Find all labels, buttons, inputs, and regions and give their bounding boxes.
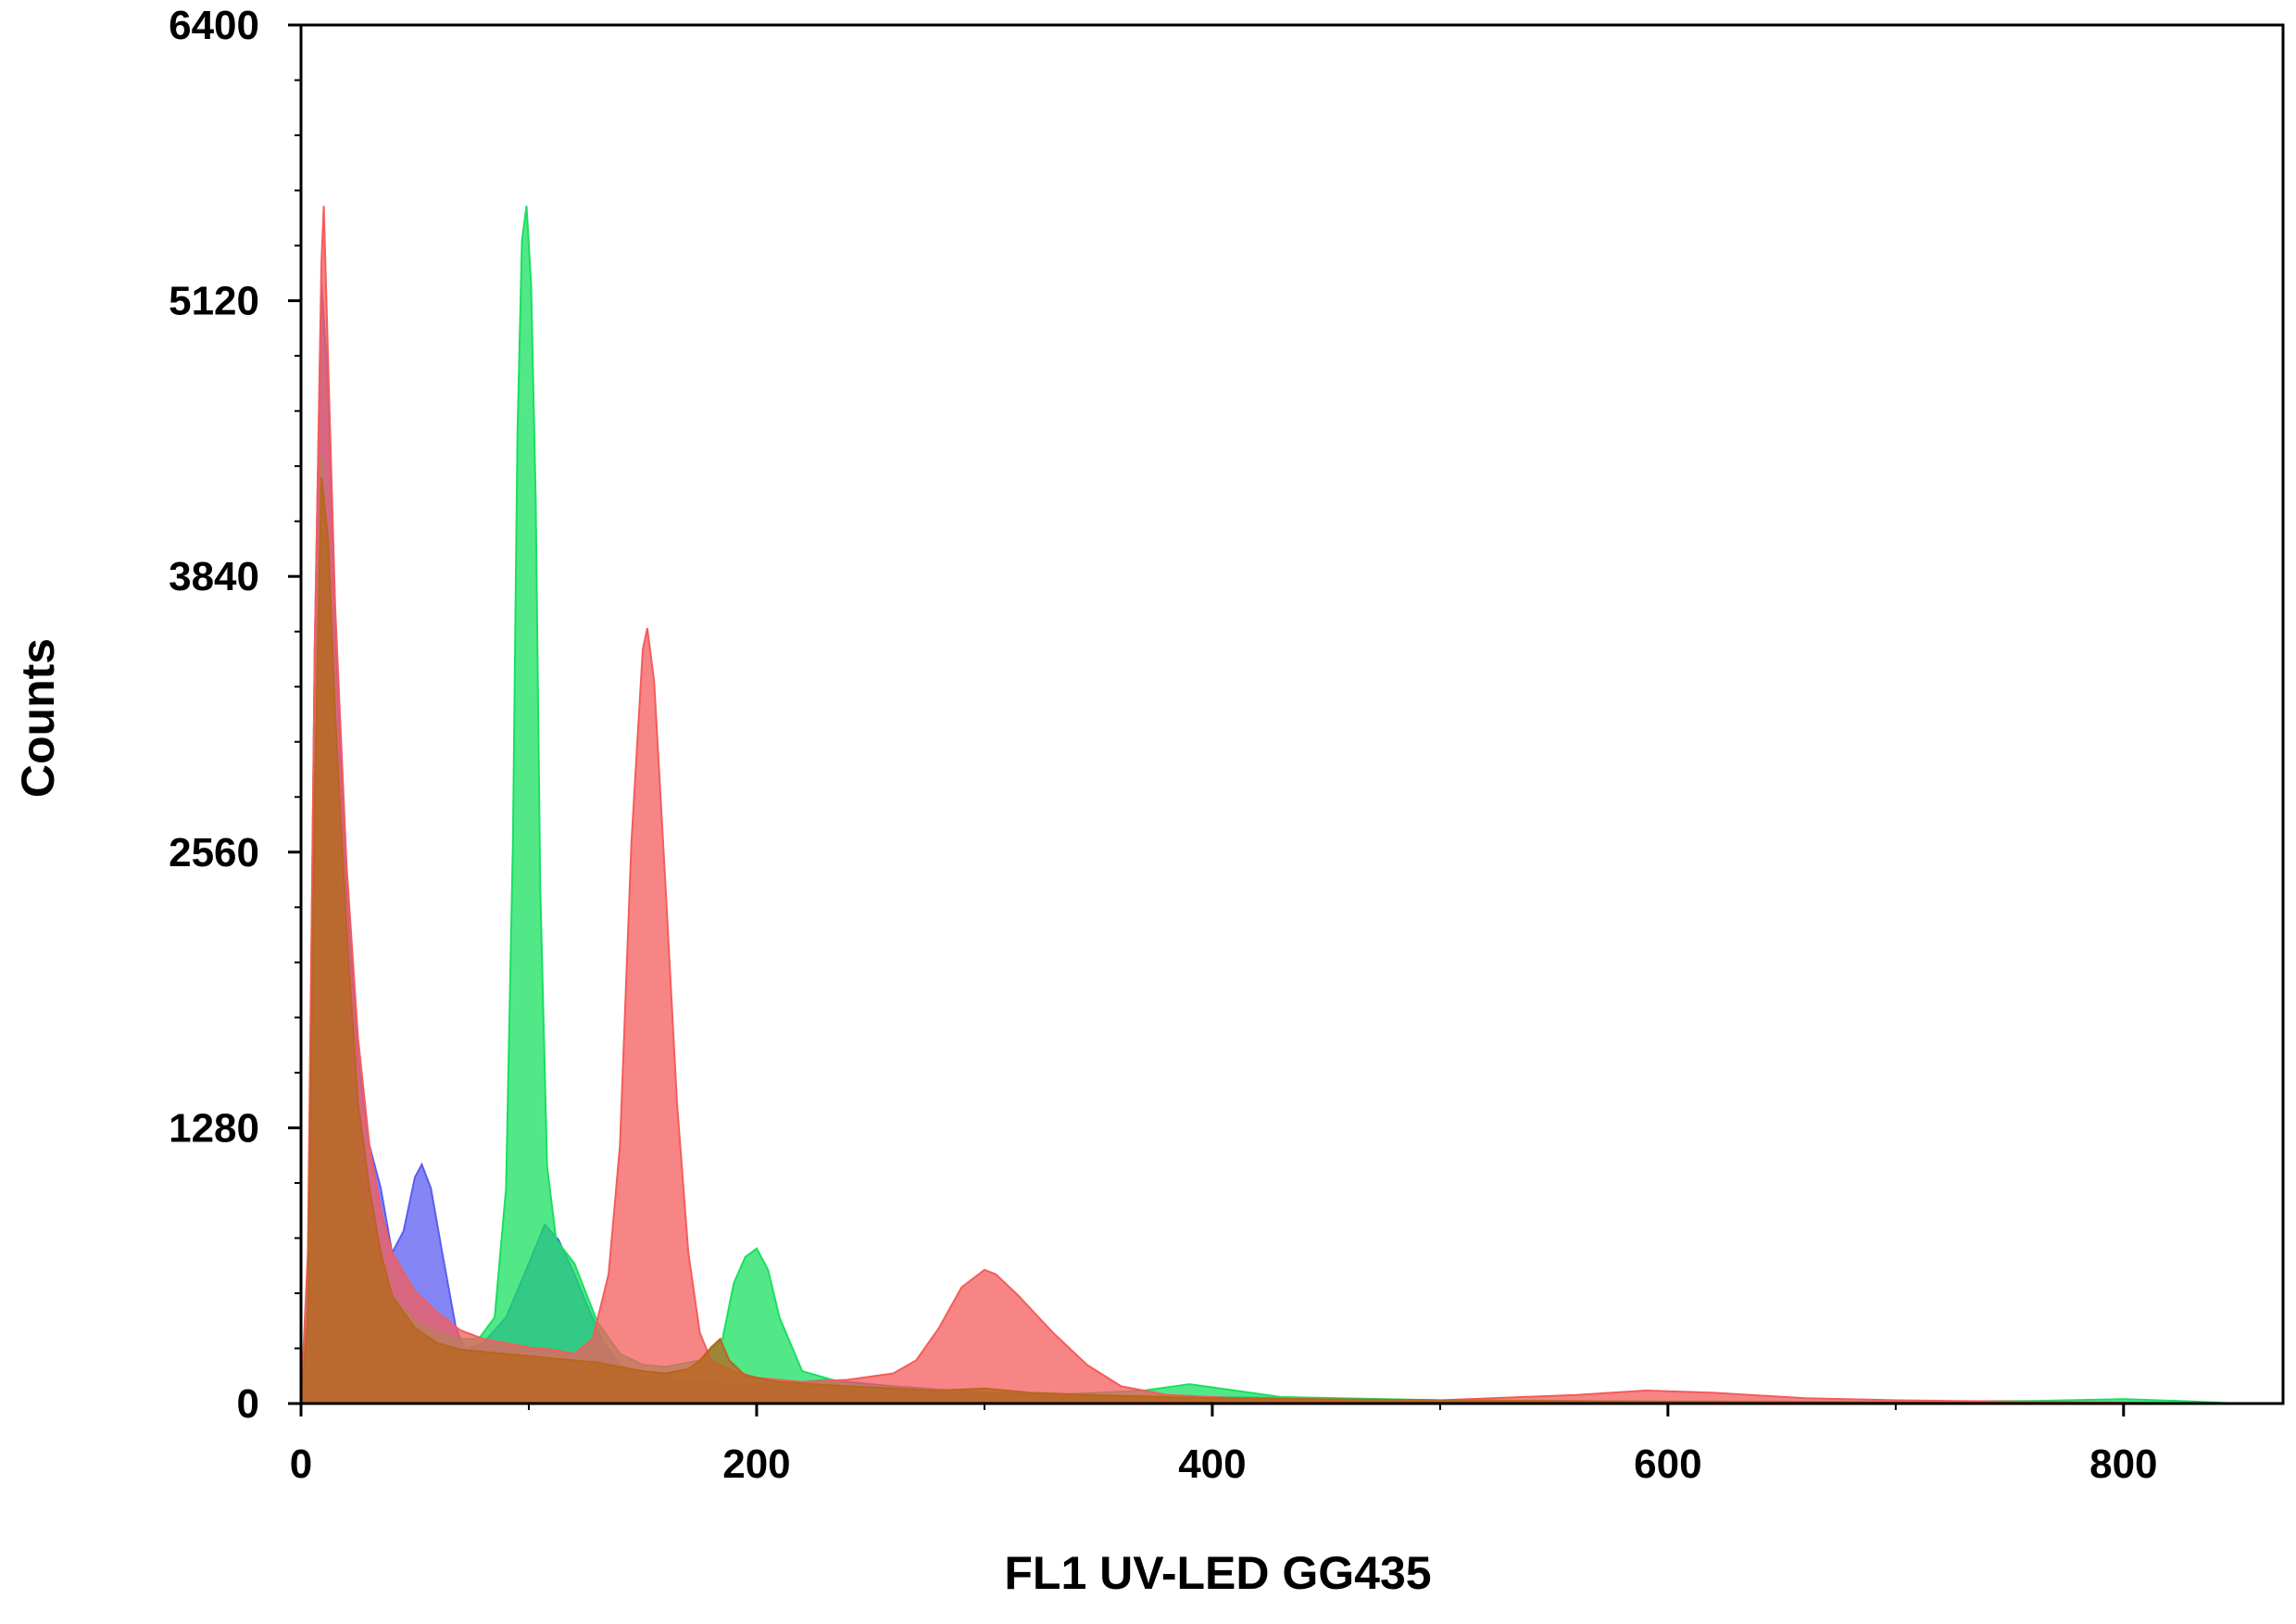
x-tick-label: 400 <box>1178 1441 1246 1487</box>
x-tick-label: 200 <box>722 1441 790 1487</box>
y-tick-label: 3840 <box>169 554 259 599</box>
y-tick-label: 0 <box>237 1381 259 1427</box>
x-axis-title: FL1 UV-LED GG435 <box>1004 1547 1431 1599</box>
histogram-series-4 <box>299 477 2215 1404</box>
x-tick-label: 0 <box>290 1441 312 1487</box>
y-tick-label: 6400 <box>169 3 259 48</box>
x-tick-label: 800 <box>2089 1441 2157 1487</box>
y-tick-label: 5120 <box>169 279 259 324</box>
plot-frame <box>299 23 2285 1405</box>
histogram-series-1 <box>299 283 2215 1404</box>
x-tick-label: 600 <box>1634 1441 1701 1487</box>
y-axis-title: Counts <box>12 638 64 798</box>
y-tick-label: 1280 <box>169 1105 259 1151</box>
histogram-series-2 <box>299 206 2238 1404</box>
y-axis: 0 1280 2560 3840 5120 6400 <box>169 3 301 1427</box>
histogram-series-3 <box>299 206 2215 1404</box>
histogram-series-group <box>299 206 2238 1404</box>
x-axis: 0 200 400 600 800 <box>290 1404 2158 1487</box>
y-tick-label: 2560 <box>169 830 259 875</box>
